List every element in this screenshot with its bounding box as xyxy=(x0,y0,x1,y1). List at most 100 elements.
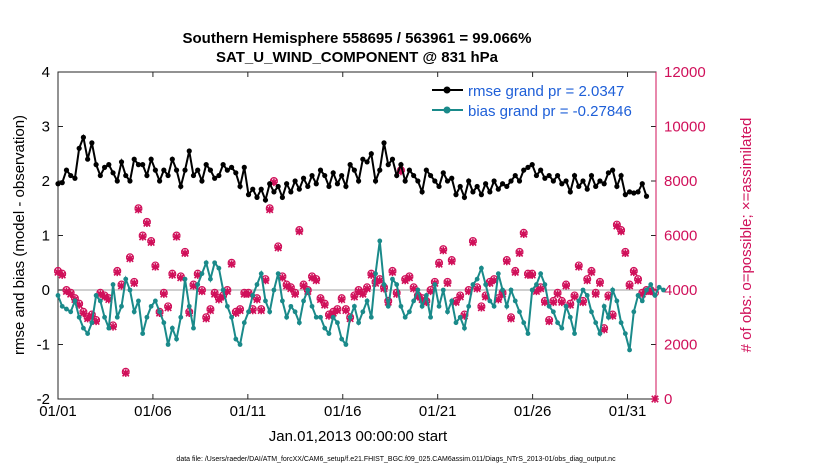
obs-assimilated-point xyxy=(532,287,541,296)
chart-subtitle: SAT_U_WIND_COMPONENT @ 831 hPa xyxy=(216,49,499,66)
rmse-point xyxy=(593,183,599,190)
bias-point xyxy=(411,298,417,304)
rmse-point xyxy=(237,183,243,190)
rmse-point xyxy=(406,167,413,173)
rmse-point xyxy=(478,192,484,198)
rmse-point xyxy=(639,181,645,187)
bias-point xyxy=(373,271,378,277)
bias-point xyxy=(462,325,467,331)
obs-assimilated-point xyxy=(570,293,579,301)
rmse-point xyxy=(529,162,535,168)
x-tick-label: 01/31 xyxy=(609,403,647,420)
rmse-point xyxy=(457,183,463,190)
bias-point xyxy=(453,320,459,326)
rmse-point xyxy=(643,193,650,199)
obs-assimilated-point xyxy=(439,246,448,255)
bias-point xyxy=(529,287,535,293)
bias-point xyxy=(656,284,662,290)
bias-point xyxy=(309,303,315,309)
rmse-point xyxy=(470,189,476,195)
obs-assimilated-point xyxy=(66,290,75,298)
bias-point xyxy=(423,293,429,298)
rmse-point xyxy=(140,162,146,168)
rmse-point xyxy=(157,178,163,184)
bias-point xyxy=(500,287,505,293)
bias-point xyxy=(614,298,620,304)
obs-assimilated-point xyxy=(113,268,122,277)
rmse-point xyxy=(186,148,192,154)
bias-point xyxy=(445,309,450,315)
obs-assimilated-point xyxy=(333,306,342,315)
bias-point xyxy=(195,282,201,287)
rmse-point xyxy=(571,172,578,179)
bias-point xyxy=(627,347,632,353)
bias-point xyxy=(76,314,82,320)
rmse-point xyxy=(364,159,370,165)
bias-point xyxy=(212,260,218,266)
rmse-point xyxy=(254,194,260,200)
obs-assimilated-point xyxy=(460,312,469,320)
obs-assimilated-point xyxy=(189,282,198,290)
rmse-point xyxy=(97,172,103,179)
obs-assimilated-point xyxy=(329,309,338,317)
bias-point xyxy=(123,276,129,282)
bias-point xyxy=(407,309,412,315)
bias-point xyxy=(233,336,239,342)
bias-point xyxy=(144,314,150,320)
rmse-point xyxy=(271,189,277,195)
bias-point xyxy=(402,314,408,320)
obs-assimilated-point xyxy=(502,257,511,266)
obs-assimilated-point xyxy=(638,290,647,298)
rmse-point xyxy=(68,172,74,179)
obs-assimilated-point xyxy=(359,290,367,298)
rmse-point xyxy=(339,172,345,179)
obs-assimilated-point xyxy=(92,317,100,326)
bias-point xyxy=(93,293,99,298)
obs-assimilated-point xyxy=(617,227,625,236)
bias-point xyxy=(89,320,95,326)
bias-point xyxy=(546,303,552,309)
rmse-point xyxy=(356,178,362,184)
bias-point xyxy=(356,320,362,326)
obs-assimilated-point xyxy=(541,298,549,307)
rmse-point xyxy=(584,186,590,192)
bias-point xyxy=(390,276,395,282)
rmse-point xyxy=(622,192,628,198)
bias-point xyxy=(347,314,353,320)
obs-assimilated-point xyxy=(202,314,210,323)
rmse-point xyxy=(245,192,252,198)
bias-point xyxy=(661,287,666,293)
rmse-point xyxy=(300,175,307,181)
rmse-point xyxy=(538,167,544,173)
plot-area xyxy=(57,71,657,400)
x-axis-label: Jan.01,2013 00:00:00 start xyxy=(269,428,448,445)
obs-assimilated-point xyxy=(392,290,401,298)
obs-assimilated-point xyxy=(210,290,219,298)
rmse-point xyxy=(567,189,573,195)
rmse-point xyxy=(93,162,99,168)
obs-assimilated-point xyxy=(519,230,528,238)
y2-tick-label: 2000 xyxy=(664,337,697,354)
obs-assimilated-point xyxy=(494,295,503,304)
bias-point xyxy=(483,282,489,287)
rmse-point xyxy=(228,164,235,170)
obs-assimilated-point xyxy=(164,303,172,312)
obs-assimilated-point xyxy=(270,178,278,187)
rmse-point xyxy=(195,167,201,173)
obs-assimilated-point xyxy=(473,284,481,293)
obs-assimilated-point xyxy=(257,306,266,315)
obs-assimilated-point xyxy=(634,276,642,285)
bias-point xyxy=(436,303,442,309)
bias-point xyxy=(394,282,400,287)
rmse-point xyxy=(601,181,607,187)
bias-point xyxy=(271,287,277,293)
bias-point xyxy=(495,271,501,277)
obs-assimilated-point xyxy=(253,295,261,304)
bias-point xyxy=(292,309,298,315)
obs-assimilated-point xyxy=(604,293,613,301)
obs-assimilated-point xyxy=(236,306,244,315)
bias-point xyxy=(521,320,527,326)
rmse-point xyxy=(127,178,133,184)
bias-point xyxy=(296,320,302,326)
obs-assimilated-point xyxy=(261,276,270,285)
